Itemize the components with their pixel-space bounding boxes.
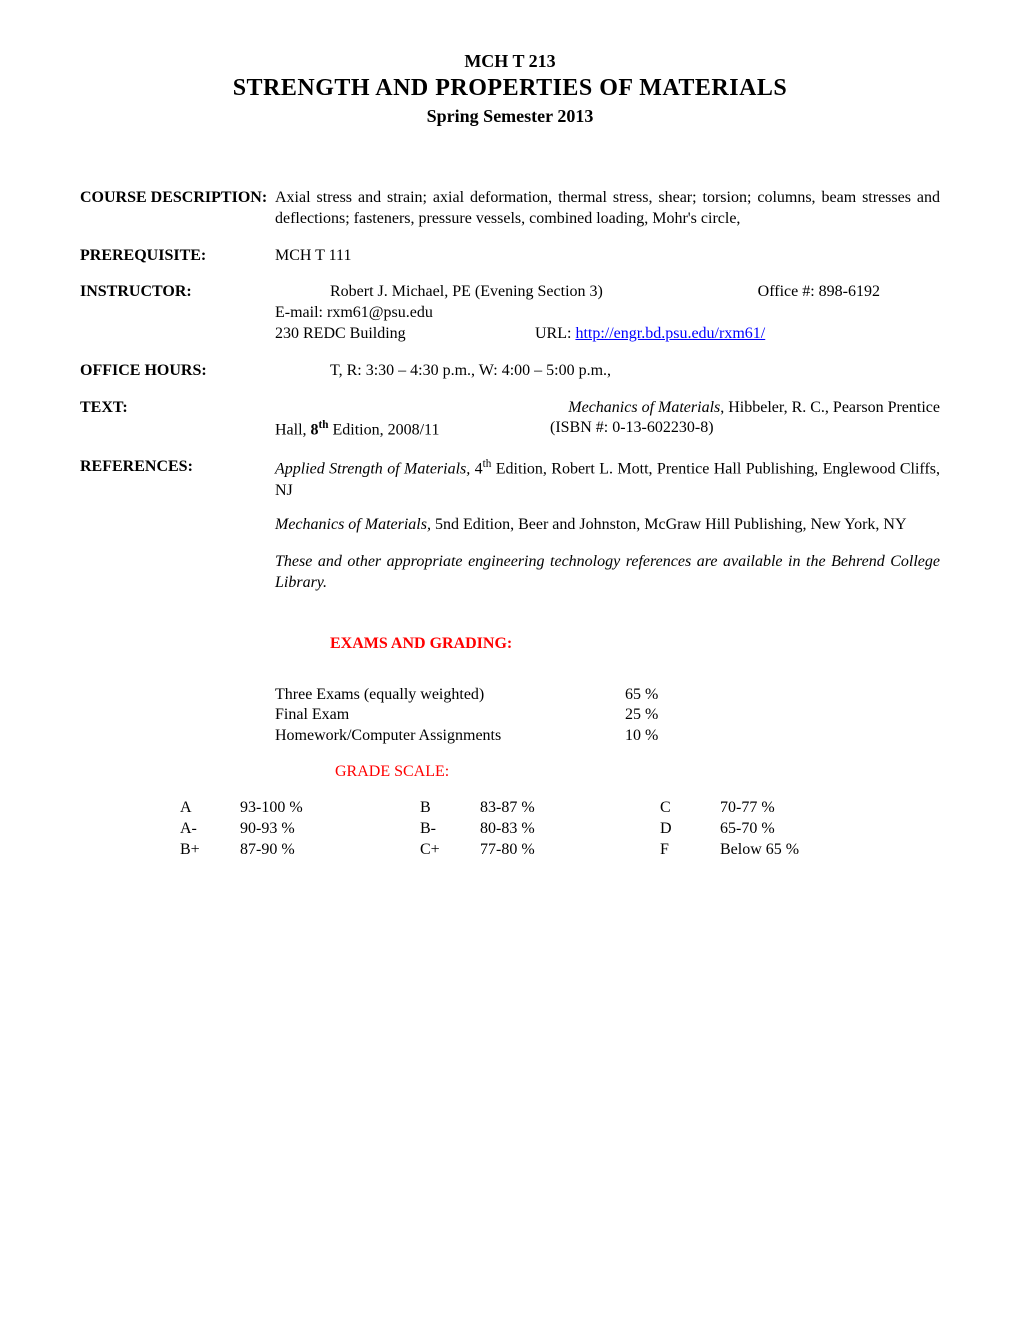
text-label: TEXT: — [80, 398, 275, 419]
ref2-rest: 5nd Edition, Beer and Johnston, McGraw H… — [431, 516, 907, 533]
grade-scale-col2: B B- C+ 83-87 % 80-83 % 77-80 % — [420, 798, 600, 861]
ref1-rest-a: 4 — [470, 461, 482, 478]
office-hours-content: T, R: 3:30 – 4:30 p.m., W: 4:00 – 5:00 p… — [275, 361, 940, 382]
grade-scale-heading: GRADE SCALE: — [80, 762, 940, 783]
grade-letter: D — [660, 819, 720, 840]
office-label: Office #: — [758, 283, 819, 300]
text-row: TEXT: Mechanics of Materials, Hibbeler, … — [80, 398, 940, 419]
grade-range: Below 65 % — [720, 840, 840, 861]
course-title: STRENGTH AND PROPERTIES OF MATERIALS — [80, 73, 940, 104]
grade-range: 87-90 % — [240, 840, 360, 861]
textbook-isbn: (ISBN #: 0-13-602230-8) — [550, 418, 714, 441]
instructor-building: 230 REDC Building — [275, 324, 535, 345]
edition-sup: th — [319, 419, 329, 431]
document-header: MCH T 213 STRENGTH AND PROPERTIES OF MAT… — [80, 50, 940, 128]
grade-range: 65-70 % — [720, 819, 840, 840]
grading-item-2: Homework/Computer Assignments — [275, 726, 625, 747]
edition-number: 8 — [311, 422, 319, 439]
email-label: E-mail: — [275, 304, 327, 321]
instructor-line1: Robert J. Michael, PE (Evening Section 3… — [275, 282, 940, 303]
grading-pct-0: 65 % — [625, 685, 685, 706]
instructor-label: INSTRUCTOR: — [80, 282, 275, 303]
textbook-author: , Hibbeler, R. C., Pearson Prentice — [720, 399, 940, 416]
semester: Spring Semester 2013 — [80, 105, 940, 128]
grading-row: Three Exams (equally weighted) 65 % — [275, 685, 940, 706]
reference-2: Mechanics of Materials, 5nd Edition, Bee… — [80, 515, 940, 536]
course-code: MCH T 213 — [80, 50, 940, 73]
instructor-url-link[interactable]: http://engr.bd.psu.edu/rxm61/ — [575, 325, 765, 342]
prerequisite-label: PREREQUISITE: — [80, 246, 275, 267]
grade-scale-col1: A A- B+ 93-100 % 90-93 % 87-90 % — [180, 798, 360, 861]
office-hours-text: T, R: 3:30 – 4:30 p.m., W: 4:00 – 5:00 p… — [275, 362, 611, 379]
references-row: REFERENCES: Applied Strength of Material… — [80, 457, 940, 501]
text-line2-block: Hall, 8th Edition, 2008/11 (ISBN #: 0-13… — [80, 418, 940, 441]
grade-range: 93-100 % — [240, 798, 360, 819]
grade-letter: C+ — [420, 840, 480, 861]
grading-table: Three Exams (equally weighted) 65 % Fina… — [80, 685, 940, 747]
textbook-title: Mechanics of Materials — [568, 399, 720, 416]
course-description-text: Axial stress and strain; axial deformati… — [275, 188, 940, 230]
grade-scale-col3: C D F 70-77 % 65-70 % Below 65 % — [660, 798, 840, 861]
instructor-email: rxm61@psu.edu — [327, 304, 433, 321]
grade-range: 90-93 % — [240, 819, 360, 840]
instructor-content: Robert J. Michael, PE (Evening Section 3… — [275, 282, 940, 303]
grading-item-0: Three Exams (equally weighted) — [275, 685, 625, 706]
grade-letter: A — [180, 798, 240, 819]
textbook-edition: Hall, 8th Edition, 2008/11 — [275, 418, 550, 441]
grade-letter: A- — [180, 819, 240, 840]
instructor-row: INSTRUCTOR: Robert J. Michael, PE (Eveni… — [80, 282, 940, 303]
exams-grading-heading: EXAMS AND GRADING: — [80, 634, 940, 655]
grading-row: Final Exam 25 % — [275, 705, 940, 726]
office-hours-row: OFFICE HOURS: T, R: 3:30 – 4:30 p.m., W:… — [80, 361, 940, 382]
grading-item-1: Final Exam — [275, 705, 625, 726]
references-note: These and other appropriate engineering … — [80, 552, 940, 594]
grade-letter: F — [660, 840, 720, 861]
course-description-label: COURSE DESCRIPTION: — [80, 188, 275, 230]
prerequisite-row: PREREQUISITE: MCH T 111 — [80, 246, 940, 267]
instructor-name: Robert J. Michael, PE (Evening Section 3… — [275, 282, 603, 303]
instructor-building-line: 230 REDC Building URL: http://engr.bd.ps… — [80, 324, 940, 345]
text-line1: Mechanics of Materials, Hibbeler, R. C.,… — [275, 398, 940, 419]
prerequisite-text: MCH T 111 — [275, 246, 940, 267]
instructor-office: Office #: 898-6192 — [758, 282, 940, 303]
grade-letter: C — [660, 798, 720, 819]
grading-row: Homework/Computer Assignments 10 % — [275, 726, 940, 747]
ref1-title: Applied Strength of Materials, — [275, 461, 470, 478]
reference-1: Applied Strength of Materials, 4th Editi… — [275, 457, 940, 501]
grading-pct-2: 10 % — [625, 726, 685, 747]
grading-pct-1: 25 % — [625, 705, 685, 726]
grade-letter: B — [420, 798, 480, 819]
ref2-title: Mechanics of Materials, — [275, 516, 431, 533]
url-label: URL: — [535, 325, 575, 342]
office-number: 898-6192 — [819, 283, 880, 300]
course-description-row: COURSE DESCRIPTION: Axial stress and str… — [80, 188, 940, 230]
edition-year: Edition, 2008/11 — [329, 422, 440, 439]
url-block: URL: http://engr.bd.psu.edu/rxm61/ — [535, 324, 765, 345]
grade-scale-table: A A- B+ 93-100 % 90-93 % 87-90 % B B- C+… — [80, 798, 940, 861]
text-hall: Hall, — [275, 422, 311, 439]
grade-range: 80-83 % — [480, 819, 600, 840]
grade-letter: B+ — [180, 840, 240, 861]
grade-range: 70-77 % — [720, 798, 840, 819]
instructor-email-line: E-mail: rxm61@psu.edu — [80, 303, 940, 324]
grade-range: 83-87 % — [480, 798, 600, 819]
grade-range: 77-80 % — [480, 840, 600, 861]
text-content: Mechanics of Materials, Hibbeler, R. C.,… — [275, 398, 940, 419]
office-hours-label: OFFICE HOURS: — [80, 361, 275, 382]
references-label: REFERENCES: — [80, 457, 275, 501]
grade-letter: B- — [420, 819, 480, 840]
